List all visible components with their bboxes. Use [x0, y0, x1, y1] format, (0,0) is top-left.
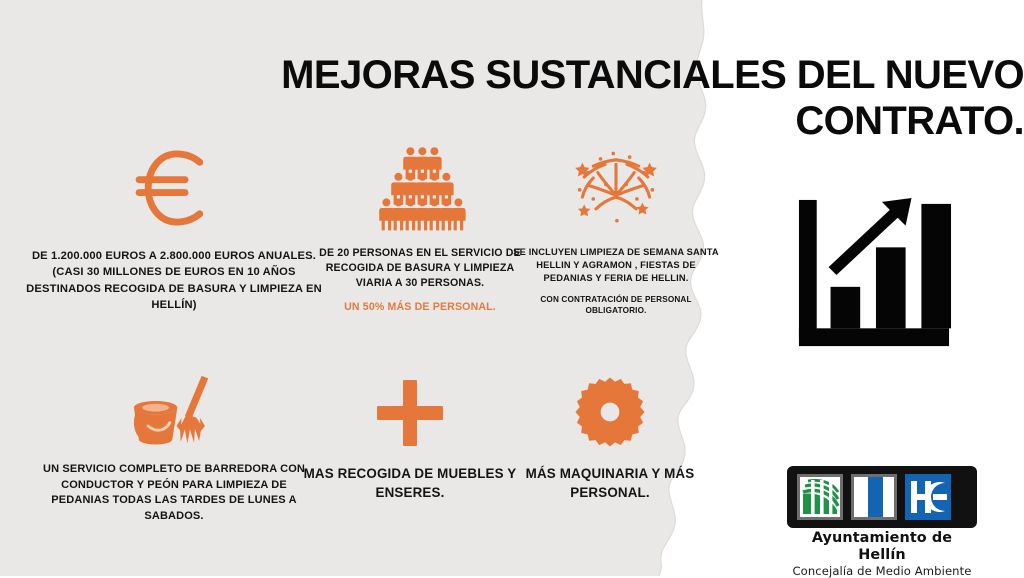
page-title: MEJORAS SUSTANCIALES DEL NUEVO CONTRATO.: [236, 52, 1024, 144]
card-body: MAS RECOGIDA DE MUEBLES Y ENSERES.: [300, 464, 520, 502]
card-funding-text: DE 1.200.000 EUROS A 2.800.000 EUROS ANU…: [26, 250, 322, 312]
card-body: MÁS MAQUINARIA Y MÁS PERSONAL.: [500, 464, 720, 502]
green-field-emblem-icon: [797, 474, 843, 520]
card-body: SE INCLUYEN LIMPIEZA DE SEMANA SANTA HEL…: [512, 246, 720, 317]
page-title-line-2: CONTRATO.: [795, 99, 1024, 143]
card-funding: DE 1.200.000 EUROS A 2.800.000 EUROS ANU…: [18, 138, 330, 314]
card-events-text: SE INCLUYEN LIMPIEZA DE SEMANA SANTA HEL…: [513, 247, 719, 284]
fireworks-icon: [575, 151, 657, 223]
card-bulky-waste-text: MAS RECOGIDA DE MUEBLES Y ENSERES.: [303, 466, 517, 500]
card-staffing: DE 20 PERSONAS EN EL SERVICIO DE RECOGID…: [318, 138, 522, 315]
growth-chart-icon-container: [795, 196, 953, 359]
card-street-sweeping-text: UN SERVICIO COMPLETO DE BARREDORA CON CO…: [42, 463, 306, 522]
card-body: UN SERVICIO COMPLETO DE BARREDORA CON CO…: [40, 462, 308, 524]
page-title-line-1: MEJORAS SUSTANCIALES DEL NUEVO: [281, 53, 1024, 97]
logo-panels: [787, 466, 977, 528]
card-machinery: MÁS MAQUINARIA Y MÁS PERSONAL.: [500, 372, 720, 502]
bucket-and-mop-icon: [133, 375, 209, 445]
municipal-logo: Ayuntamiento de Hellín Concejalía de Med…: [787, 466, 977, 578]
icon-container: [318, 138, 522, 234]
card-bulky-waste: MAS RECOGIDA DE MUEBLES Y ENSERES.: [300, 372, 520, 502]
logo-caption-main: Ayuntamiento de Hellín: [811, 530, 953, 563]
icon-container: [40, 372, 308, 448]
icon-container: [18, 138, 330, 234]
icon-container: [512, 138, 720, 234]
card-street-sweeping: UN SERVICIO COMPLETO DE BARREDORA CON CO…: [40, 372, 308, 524]
card-machinery-text: MÁS MAQUINARIA Y MÁS PERSONAL.: [525, 466, 695, 500]
card-events: SE INCLUYEN LIMPIEZA DE SEMANA SANTA HEL…: [512, 138, 720, 317]
he-monogram-icon: [905, 474, 951, 520]
card-body: DE 1.200.000 EUROS A 2.800.000 EUROS ANU…: [18, 248, 330, 314]
hellin-flag-icon: [851, 474, 897, 520]
card-staffing-accent-text: UN 50% MÁS DE PERSONAL.: [344, 300, 496, 313]
growth-bar-chart-icon: [798, 197, 952, 347]
card-staffing-text: DE 20 PERSONAS EN EL SERVICIO DE RECOGID…: [319, 247, 521, 290]
plus-sign-icon: [377, 380, 443, 446]
saw-blade-icon: [575, 377, 645, 447]
icon-container: [500, 372, 720, 448]
euro-sign-icon: [135, 150, 204, 226]
people-pyramid-icon: [379, 147, 466, 231]
card-body: DE 20 PERSONAS EN EL SERVICIO DE RECOGID…: [318, 246, 522, 315]
card-events-sub-text: CON CONTRATACIÓN DE PERSONAL OBLIGATORIO…: [540, 294, 692, 316]
icon-container: [300, 372, 520, 448]
logo-caption-sub: Concejalía de Medio Ambiente: [792, 564, 972, 578]
